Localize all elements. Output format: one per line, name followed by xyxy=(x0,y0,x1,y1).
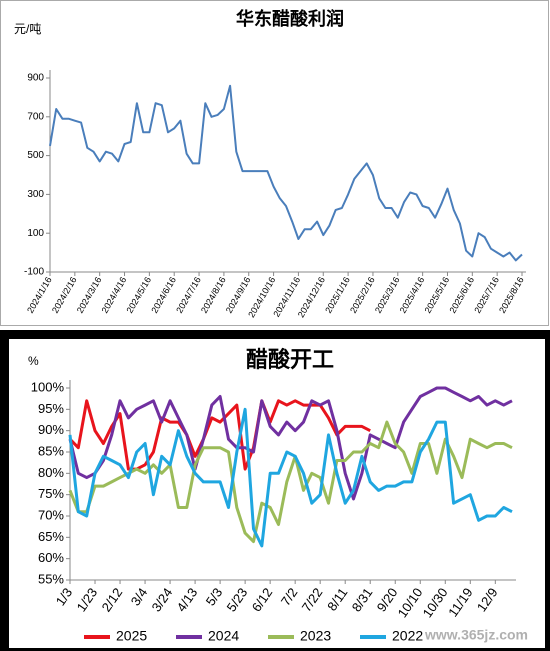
y-tick-label: 500 xyxy=(27,150,44,161)
series-line xyxy=(68,407,513,548)
y-tick-label: 55% xyxy=(38,571,64,586)
y-tick-label: 100% xyxy=(31,379,65,394)
y-tick-label: 70% xyxy=(38,507,64,522)
y-axis-label: % xyxy=(28,354,39,368)
chart-title: 醋酸开工 xyxy=(246,347,334,373)
y-tick-label: 95% xyxy=(38,401,64,416)
legend-label: 2024 xyxy=(208,628,239,644)
y-tick-label: 75% xyxy=(38,486,64,501)
bottom-panel xyxy=(9,339,545,648)
legend-label: 2023 xyxy=(300,628,331,644)
watermark: www.365jz.com xyxy=(424,627,528,643)
series-line xyxy=(49,84,523,262)
y-axis-label: 元/吨 xyxy=(14,22,41,36)
legend-label: 2022 xyxy=(392,628,423,644)
series-line xyxy=(68,420,513,544)
y-tick-label: 85% xyxy=(38,443,64,458)
top-frame xyxy=(0,0,549,326)
y-tick-label: 300 xyxy=(27,189,44,200)
y-tick-label: 900 xyxy=(27,73,44,84)
series-line xyxy=(68,386,513,501)
y-tick-label: 65% xyxy=(38,529,64,544)
y-tick-label: 100 xyxy=(27,228,44,239)
chart-title: 华东醋酸利润 xyxy=(236,8,344,30)
y-tick-label: -100 xyxy=(24,267,44,278)
y-tick-label: 700 xyxy=(27,111,44,122)
y-tick-label: 80% xyxy=(38,465,64,480)
y-tick-label: 60% xyxy=(38,550,64,565)
legend-label: 2025 xyxy=(116,628,147,644)
y-tick-label: 90% xyxy=(38,422,64,437)
